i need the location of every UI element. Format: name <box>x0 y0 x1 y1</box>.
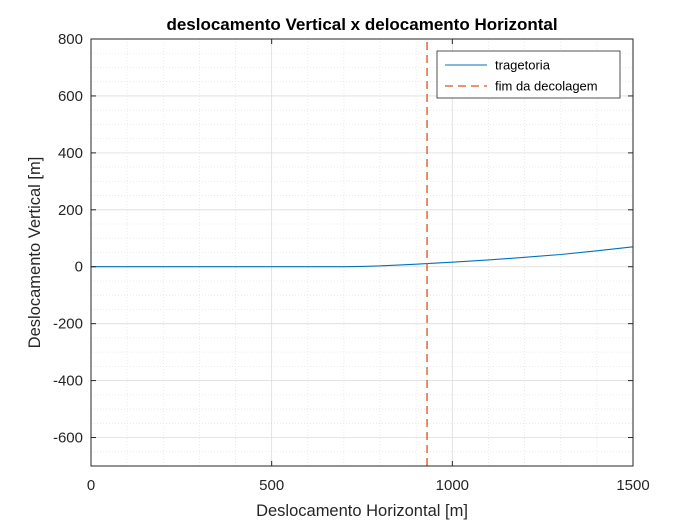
y-tick-label: 600 <box>58 88 83 105</box>
y-axis-title: Deslocamento Vertical [m] <box>26 157 44 349</box>
y-tick-label: 800 <box>58 31 83 48</box>
x-axis-title: Deslocamento Horizontal [m] <box>256 502 468 520</box>
x-tick-label: 0 <box>87 477 95 494</box>
x-tick-label: 1500 <box>616 477 649 494</box>
y-tick-label: 0 <box>75 259 83 276</box>
x-tick-label: 1000 <box>436 477 469 494</box>
y-tick-label: -400 <box>53 373 83 390</box>
y-tick-label: 400 <box>58 145 83 162</box>
legend-label: tragetoria <box>495 58 551 73</box>
series-layer <box>91 39 634 466</box>
axes-box <box>90 38 634 467</box>
legend: tragetoria fim da decolagem <box>436 50 621 99</box>
chart-title: deslocamento Vertical x delocamento Hori… <box>166 15 557 34</box>
y-tick-label: -600 <box>53 430 83 447</box>
legend-box <box>436 50 621 99</box>
y-tick-label: -200 <box>53 316 83 333</box>
axes <box>90 38 634 467</box>
legend-label: fim da decolagem <box>495 79 598 94</box>
x-tick-label: 500 <box>259 477 284 494</box>
series-line-tragetoria <box>91 246 634 268</box>
y-tick-label: 200 <box>58 202 83 219</box>
tick-labels: 0 500 1000 1500 -600 -400 -200 0 200 400 600 800 <box>53 31 650 494</box>
